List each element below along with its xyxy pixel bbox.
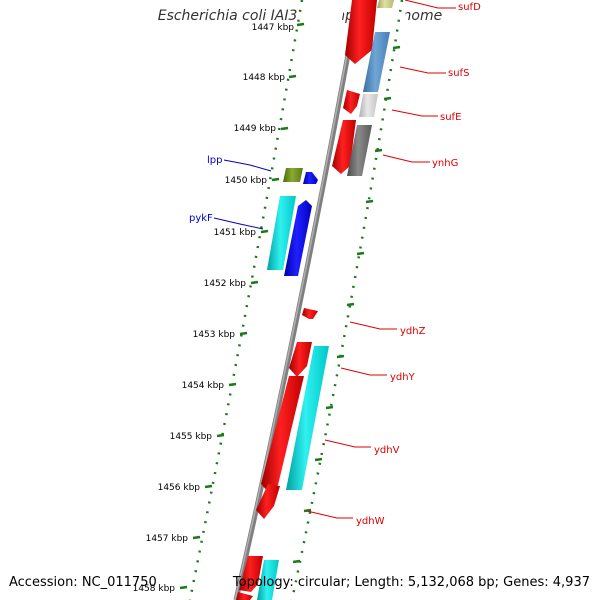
gene-label-ydhY: ydhY <box>390 372 416 383</box>
tick-mark <box>228 382 237 387</box>
tick-label: 1450 kbp <box>225 176 268 186</box>
outer-tick-mark <box>383 96 392 101</box>
tick-mark <box>239 331 248 336</box>
gene-leader-line <box>324 439 371 448</box>
tick-mark <box>260 229 269 234</box>
gene-arrow <box>303 172 318 184</box>
gene-features <box>236 0 394 600</box>
tick-label: 1458 kbp <box>133 584 176 594</box>
gene-arrow <box>302 308 318 319</box>
tick-label: 1449 kbp <box>234 124 277 134</box>
outer-tick-mark <box>325 405 334 410</box>
gene-arrow <box>363 32 390 92</box>
gene-leader-line <box>213 217 264 230</box>
gene-label-ynhG: ynhG <box>432 158 458 169</box>
gene-label-ydhV: ydhV <box>374 445 400 456</box>
outer-tick-mark <box>336 354 345 359</box>
gene-arrow <box>267 196 296 270</box>
tick-mark <box>204 484 213 489</box>
tick-label: 1454 kbp <box>182 381 225 391</box>
outer-tick-mark <box>303 508 312 513</box>
gene-arrow <box>236 592 253 600</box>
gene-leader-line <box>223 159 272 172</box>
gene-arrow <box>377 0 394 8</box>
gene-leader-line <box>399 66 446 74</box>
gene-arrow <box>256 484 280 519</box>
outer-tick-mark <box>392 45 401 50</box>
gene-leader-line <box>382 154 430 163</box>
tick-label: 1457 kbp <box>146 534 189 544</box>
gene-label-sufS: sufS <box>448 68 469 79</box>
gene-leader-line <box>391 109 438 117</box>
gene-leader-line <box>349 321 397 330</box>
gene-leader-line <box>404 0 456 9</box>
gene-labels: sufD sufS sufE ynhG lpp pykF ydhZ ydhY ydhV ydhW <box>189 0 481 527</box>
tick-marks: 1447 kbp 1448 kbp 1449 kbp 1450 kbp 1451 kbp… <box>133 22 401 594</box>
gene-label-sufE: sufE <box>440 112 461 123</box>
inner-track-lane <box>210 0 345 600</box>
gene-arrow <box>359 94 378 117</box>
tick-label: 1448 kbp <box>243 73 286 83</box>
gene-arrow <box>283 168 303 182</box>
outer-tick-mark <box>356 251 365 256</box>
accession-text: Accession: NC_011750 <box>9 575 157 590</box>
gene-arrow <box>347 125 372 176</box>
tick-mark <box>250 280 259 285</box>
gene-arrow <box>345 0 377 64</box>
gene-arrow <box>284 200 312 276</box>
gene-label-sufD: sufD <box>458 2 481 13</box>
outer-tick-mark <box>292 559 301 564</box>
gene-leader-line <box>306 510 353 519</box>
gene-arrow <box>261 376 304 494</box>
gene-label-ydhW: ydhW <box>356 516 385 527</box>
outer-tick-mark <box>346 302 355 307</box>
outer-tick-mark <box>374 148 383 153</box>
tick-label: 1452 kbp <box>204 279 247 289</box>
gene-arrow <box>286 346 329 490</box>
gene-label-pykF: pykF <box>189 213 213 224</box>
gene-label-ydhZ: ydhZ <box>400 326 426 337</box>
tick-label: 1447 kbp <box>252 23 295 33</box>
tick-mark <box>280 126 289 131</box>
tick-mark <box>271 177 280 182</box>
tick-mark <box>296 22 305 27</box>
tick-label: 1451 kbp <box>214 228 257 238</box>
tick-mark <box>179 585 188 590</box>
gene-arrow <box>289 342 312 377</box>
genome-backbone <box>233 0 361 600</box>
tick-mark <box>288 74 297 79</box>
tick-label: 1456 kbp <box>158 483 201 493</box>
gene-label-lpp: lpp <box>207 155 222 166</box>
tick-label: 1453 kbp <box>193 330 236 340</box>
gene-arrow <box>343 90 360 114</box>
outer-tick-mark <box>314 457 323 462</box>
gene-leader-line <box>340 367 387 376</box>
gene-arrow <box>239 556 263 592</box>
gene-arrow <box>257 560 279 600</box>
gene-arrow <box>332 120 356 174</box>
tick-label: 1455 kbp <box>170 432 213 442</box>
tick-mark <box>192 535 201 540</box>
genome-summary-text: Topology: circular; Length: 5,132,068 bp… <box>232 575 590 590</box>
tick-mark <box>216 433 225 438</box>
outer-tick-mark <box>365 199 374 204</box>
